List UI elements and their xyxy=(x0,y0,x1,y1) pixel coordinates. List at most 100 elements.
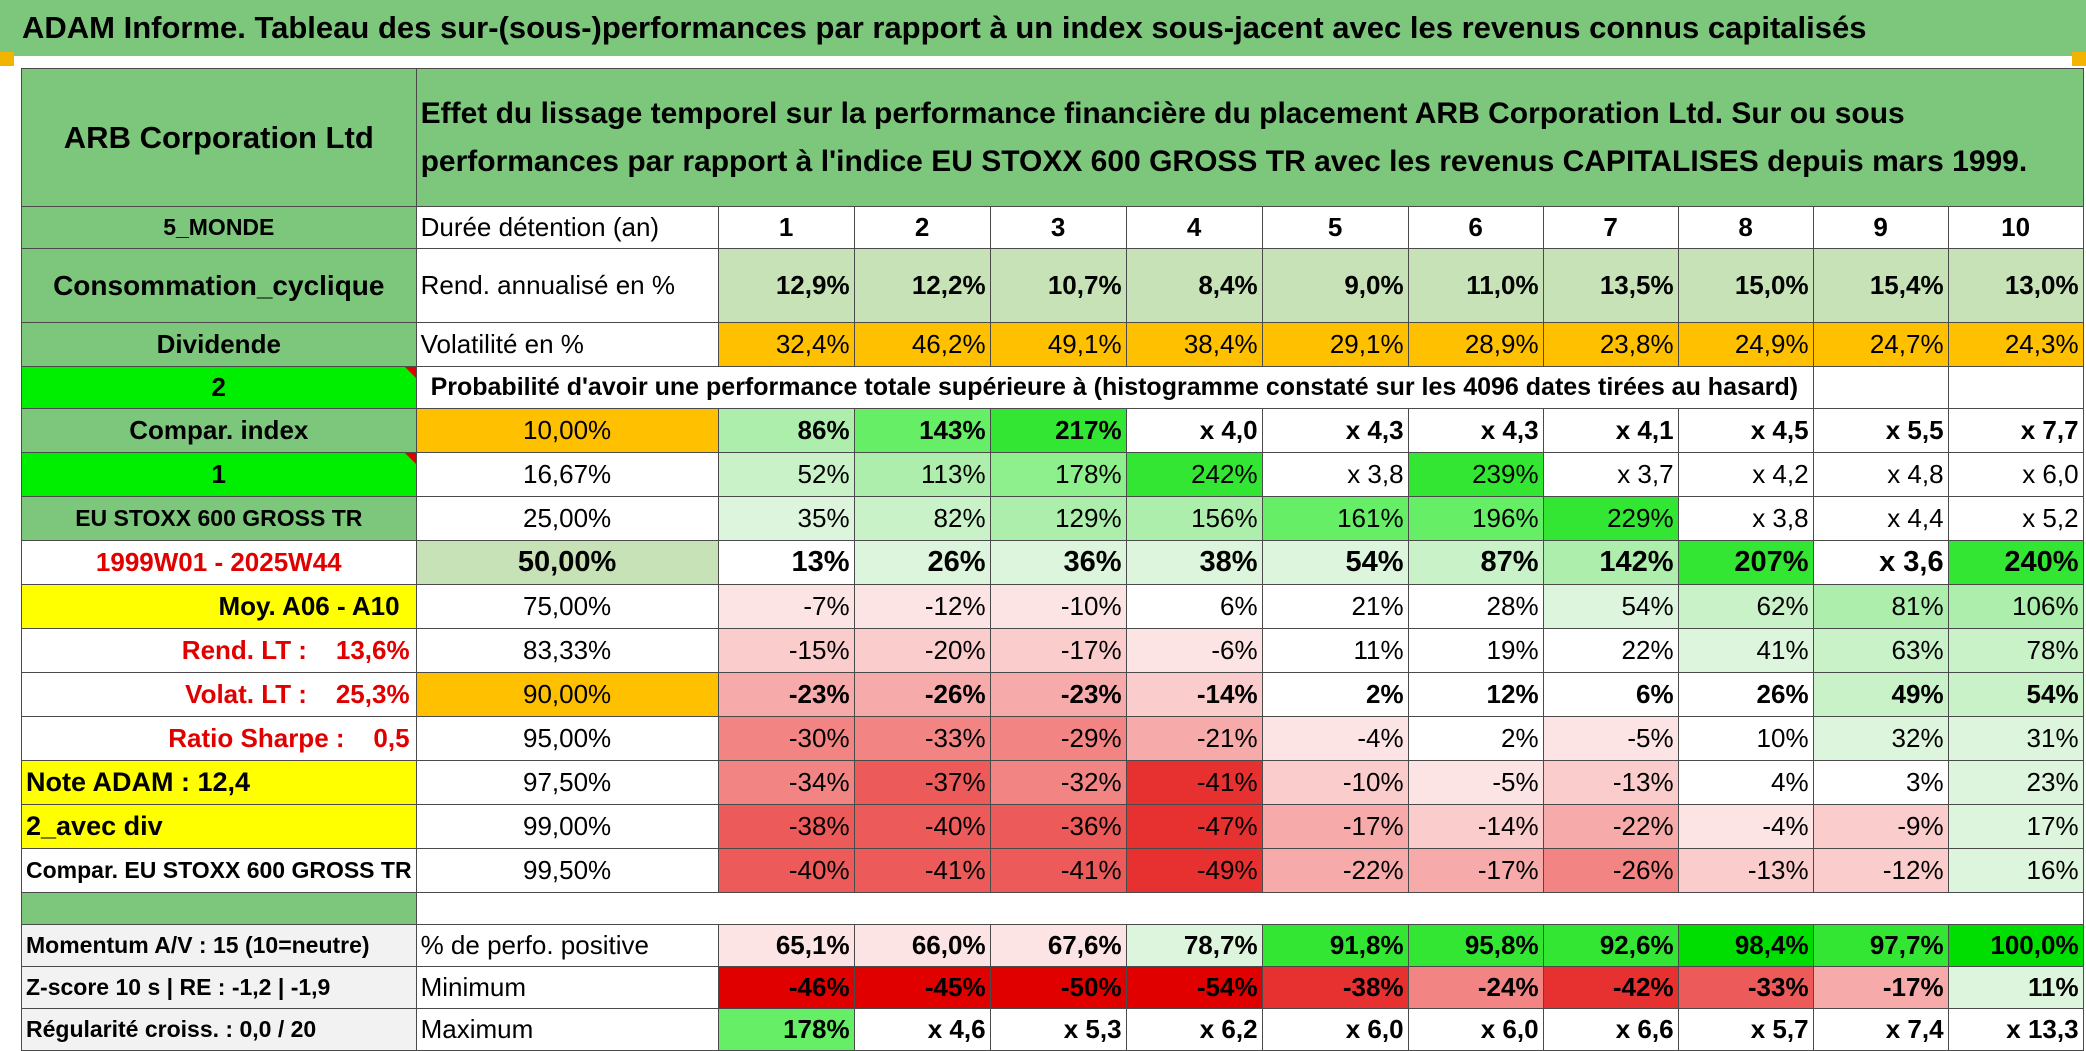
probability-title: Probabilité d'avoir une performance tota… xyxy=(415,366,1814,409)
quantile-value: 81% xyxy=(1812,584,1949,629)
quantile-value: 10% xyxy=(1677,716,1814,761)
quantile-value: 113% xyxy=(853,452,991,497)
quantile-value: x 3,6 xyxy=(1812,540,1949,585)
index-name: EU STOXX 600 GROSS TR xyxy=(21,496,417,541)
annual-return-value: 13,5% xyxy=(1542,248,1679,323)
quantile-value: 35% xyxy=(717,496,855,541)
stat-value: -42% xyxy=(1542,966,1679,1009)
performance-table: ARB Corporation Ltd Effet du lissage tem… xyxy=(21,68,2084,1051)
annual-return-value: 13,0% xyxy=(1947,248,2084,323)
quantile-value: -17% xyxy=(1407,848,1544,893)
holding-label: Durée détention (an) xyxy=(415,206,719,249)
quantile-value: 78% xyxy=(1947,628,2084,673)
separator-green xyxy=(21,892,417,925)
probability-threshold: 83,33% xyxy=(415,628,719,673)
quantile-value: x 4,2 xyxy=(1677,452,1814,497)
empty-cell xyxy=(1947,366,2084,409)
quantile-value: 41% xyxy=(1677,628,1814,673)
quantile-value: -40% xyxy=(853,804,991,849)
rend-lt-label: Rend. LT : 13,6% xyxy=(21,628,417,673)
quantile-value: 196% xyxy=(1407,496,1544,541)
stat-value: -46% xyxy=(717,966,855,1009)
quantile-value: 143% xyxy=(853,408,991,453)
stat-value: -54% xyxy=(1125,966,1263,1009)
quantile-value: -40% xyxy=(717,848,855,893)
volatility-value: 46,2% xyxy=(853,322,991,367)
quantile-value: 49% xyxy=(1812,672,1949,717)
quantile-value: 229% xyxy=(1542,496,1679,541)
quantile-value: 63% xyxy=(1812,628,1949,673)
stat-value: -24% xyxy=(1407,966,1544,1009)
quantile-value: 242% xyxy=(1125,452,1263,497)
stat-value: 95,8% xyxy=(1407,924,1544,967)
quantile-value: -14% xyxy=(1125,672,1263,717)
volatility-value: 32,4% xyxy=(717,322,855,367)
quantile-value: -6% xyxy=(1125,628,1263,673)
stat-value: 67,6% xyxy=(989,924,1127,967)
year-header: 8 xyxy=(1677,206,1814,249)
quantile-value: 6% xyxy=(1125,584,1263,629)
quantile-value: x 4,3 xyxy=(1407,408,1544,453)
quantile-value: -26% xyxy=(853,672,991,717)
probability-threshold: 97,50% xyxy=(415,760,719,805)
volatility-value: 38,4% xyxy=(1125,322,1263,367)
region-label: 5_MONDE xyxy=(21,206,417,249)
quantile-value: 38% xyxy=(1125,540,1263,585)
probability-threshold: 25,00% xyxy=(415,496,719,541)
corner-marker-right xyxy=(2072,52,2086,66)
stat-value: 97,7% xyxy=(1812,924,1949,967)
quantile-value: 26% xyxy=(1677,672,1814,717)
quantile-value: -22% xyxy=(1261,848,1409,893)
quantile-value: x 4,4 xyxy=(1812,496,1949,541)
quantile-value: -36% xyxy=(989,804,1127,849)
quantile-value: 19% xyxy=(1407,628,1544,673)
stat-value: -33% xyxy=(1677,966,1814,1009)
compar-label: Compar. EU STOXX 600 GROSS TR xyxy=(21,848,417,893)
volat-lt-label: Volat. LT : 25,3% xyxy=(21,672,417,717)
quantile-value: 82% xyxy=(853,496,991,541)
dividend-value: 2 xyxy=(21,366,417,409)
quantile-value: -29% xyxy=(989,716,1127,761)
annual-return-value: 15,0% xyxy=(1677,248,1814,323)
quantile-value: 11% xyxy=(1261,628,1409,673)
stat-value: x 4,6 xyxy=(853,1008,991,1051)
quantile-value: -49% xyxy=(1125,848,1263,893)
compar-index-value: 1 xyxy=(21,452,417,497)
stat-value: 65,1% xyxy=(717,924,855,967)
quantile-value: -47% xyxy=(1125,804,1263,849)
corner-marker-left xyxy=(0,52,14,66)
year-header: 9 xyxy=(1812,206,1949,249)
stat-value: x 6,6 xyxy=(1542,1008,1679,1051)
quantile-value: 2% xyxy=(1407,716,1544,761)
quantile-value: 129% xyxy=(989,496,1127,541)
quantile-value: -33% xyxy=(853,716,991,761)
year-header: 5 xyxy=(1261,206,1409,249)
volatility-label: Volatilité en % xyxy=(415,322,719,367)
volatility-value: 28,9% xyxy=(1407,322,1544,367)
stat-value: x 7,4 xyxy=(1812,1008,1949,1051)
probability-threshold: 99,50% xyxy=(415,848,719,893)
annual-return-label: Rend. annualisé en % xyxy=(415,248,719,323)
probability-threshold: 16,67% xyxy=(415,452,719,497)
separator-blank xyxy=(415,892,2084,925)
quantile-value: 21% xyxy=(1261,584,1409,629)
stat-value: 92,6% xyxy=(1542,924,1679,967)
quantile-value: -15% xyxy=(717,628,855,673)
probability-threshold: 50,00% xyxy=(415,540,719,585)
quantile-value: -38% xyxy=(717,804,855,849)
quantile-value: 32% xyxy=(1812,716,1949,761)
report-banner: ADAM Informe. Tableau des sur-(sous-)per… xyxy=(0,0,2086,56)
quantile-value: -26% xyxy=(1542,848,1679,893)
quantile-value: -5% xyxy=(1407,760,1544,805)
quantile-value: 178% xyxy=(989,452,1127,497)
quantile-value: -41% xyxy=(1125,760,1263,805)
volatility-value: 29,1% xyxy=(1261,322,1409,367)
quantile-value: x 4,0 xyxy=(1125,408,1263,453)
div-label: 2_avec div xyxy=(21,804,417,849)
year-header: 7 xyxy=(1542,206,1679,249)
probability-threshold: 90,00% xyxy=(415,672,719,717)
quantile-value: x 4,3 xyxy=(1261,408,1409,453)
quantile-value: -5% xyxy=(1542,716,1679,761)
quantile-value: -32% xyxy=(989,760,1127,805)
stat-value: -17% xyxy=(1812,966,1949,1009)
